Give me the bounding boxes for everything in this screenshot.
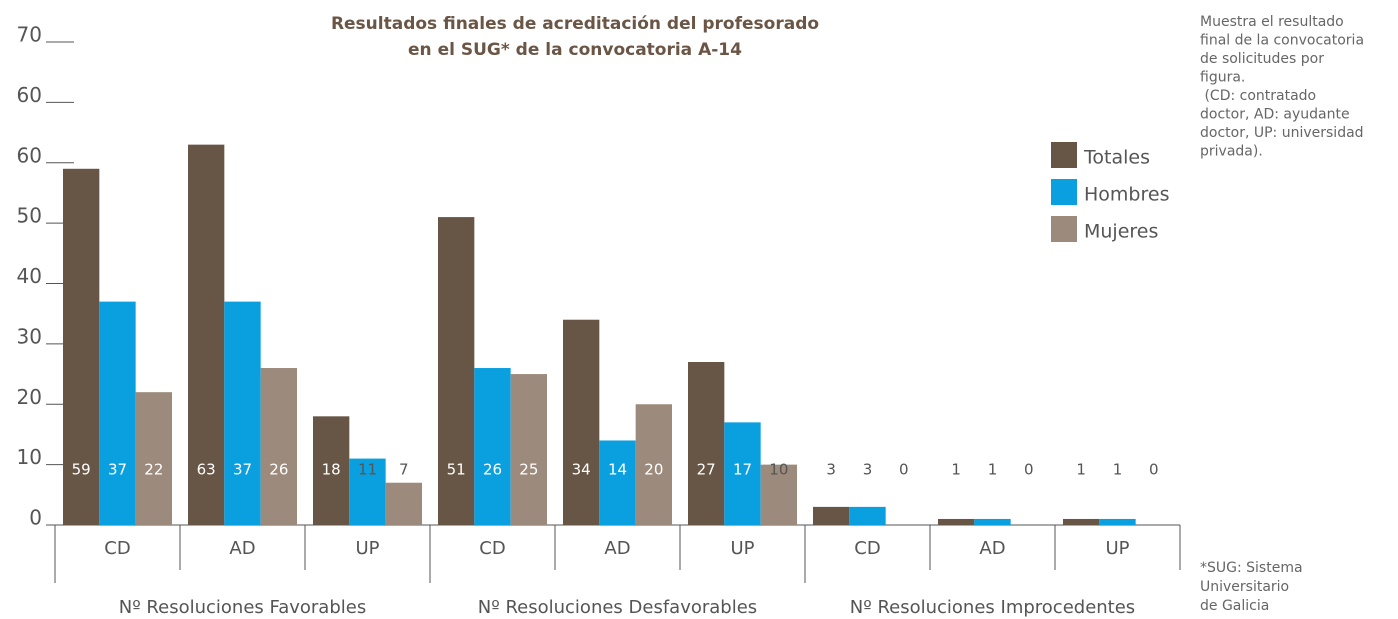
x-tick-label: UP (1105, 538, 1129, 559)
group-label: Nº Resoluciones Improcedentes (850, 597, 1135, 618)
bar (760, 464, 797, 525)
data-label: 37 (108, 461, 127, 479)
bar (224, 301, 261, 525)
bar (635, 404, 672, 525)
y-tick-label: 60 (17, 143, 42, 167)
x-tick-label: AD (979, 538, 1005, 559)
y-tick-label: 70 (17, 23, 42, 47)
x-tick-label: UP (730, 538, 754, 559)
bar (260, 368, 297, 525)
bar (99, 301, 136, 525)
data-label: 1 (988, 461, 998, 479)
note: doctor, AD: ayudante (1200, 107, 1350, 123)
bar (813, 506, 850, 525)
data-label: 37 (233, 461, 252, 479)
bar (385, 482, 422, 525)
data-label: 14 (608, 461, 627, 479)
bar (135, 392, 172, 525)
chart-title: en el SUG* de la convocatoria A-14 (408, 40, 742, 60)
bar (599, 440, 636, 525)
bar (688, 361, 725, 525)
data-label: 7 (399, 461, 409, 479)
data-label: 51 (447, 461, 466, 479)
y-tick-label: 30 (17, 324, 42, 348)
legend-swatch (1051, 142, 1077, 168)
bar (510, 374, 547, 525)
x-tick-label: CD (479, 538, 505, 559)
footnote: de Galicia (1200, 598, 1269, 614)
data-label: 20 (644, 461, 663, 479)
data-label: 0 (1149, 461, 1159, 479)
x-tick-label: CD (854, 538, 880, 559)
bar (938, 518, 975, 525)
legend-swatch (1051, 179, 1077, 205)
y-tick-label: 50 (17, 204, 42, 228)
bar (188, 144, 225, 525)
data-label: 34 (572, 461, 591, 479)
bar (563, 319, 600, 525)
data-label: 25 (519, 461, 538, 479)
bar (1063, 518, 1100, 525)
bar (313, 416, 350, 525)
chart-title: Resultados finales de acreditación del p… (331, 14, 819, 34)
y-tick-label: 60 (17, 83, 42, 107)
note: Muestra el resultado (1200, 14, 1344, 30)
legend-label: Totales (1083, 147, 1150, 169)
data-label: 27 (697, 461, 716, 479)
data-label: 63 (197, 461, 216, 479)
x-tick-label: AD (229, 538, 255, 559)
data-label: 11 (358, 461, 377, 479)
data-label: 1 (1076, 461, 1086, 479)
x-tick-label: CD (104, 538, 130, 559)
y-tick-label: 20 (17, 385, 42, 409)
data-label: 0 (1024, 461, 1034, 479)
data-label: 26 (269, 461, 288, 479)
data-label: 10 (769, 461, 788, 479)
footnote: *SUG: Sistema (1200, 560, 1303, 576)
data-label: 22 (144, 461, 163, 479)
bar (849, 506, 886, 525)
note: (CD: contratado (1200, 88, 1316, 104)
y-tick-label: 10 (17, 445, 42, 469)
legend-label: Hombres (1084, 184, 1169, 206)
bar (63, 168, 100, 525)
x-tick-label: UP (355, 538, 379, 559)
bar (349, 458, 386, 525)
bar (1099, 518, 1136, 525)
y-tick-label: 0 (29, 506, 42, 530)
footnote: Universitario (1200, 579, 1289, 595)
group-label: Nº Resoluciones Desfavorables (478, 597, 757, 618)
group-label: Nº Resoluciones Favorables (119, 597, 366, 618)
data-label: 3 (826, 461, 836, 479)
data-label: 0 (899, 461, 909, 479)
y-tick-label: 40 (17, 264, 42, 288)
data-label: 59 (72, 461, 91, 479)
note: figura. (1200, 70, 1245, 86)
legend-swatch (1051, 216, 1077, 242)
note: de solicitudes por (1200, 51, 1324, 67)
data-label: 17 (733, 461, 752, 479)
data-label: 1 (951, 461, 961, 479)
legend-label: Mujeres (1084, 221, 1158, 243)
bar (438, 217, 475, 525)
note: final de la convocatoria (1200, 33, 1364, 49)
data-label: 1 (1113, 461, 1123, 479)
x-tick-label: AD (604, 538, 630, 559)
data-label: 26 (483, 461, 502, 479)
note: privada). (1200, 144, 1263, 160)
bar (724, 422, 761, 525)
bar (974, 518, 1011, 525)
bar (474, 368, 511, 525)
data-label: 18 (322, 461, 341, 479)
note: doctor, UP: universidad (1200, 125, 1364, 141)
data-label: 3 (863, 461, 873, 479)
